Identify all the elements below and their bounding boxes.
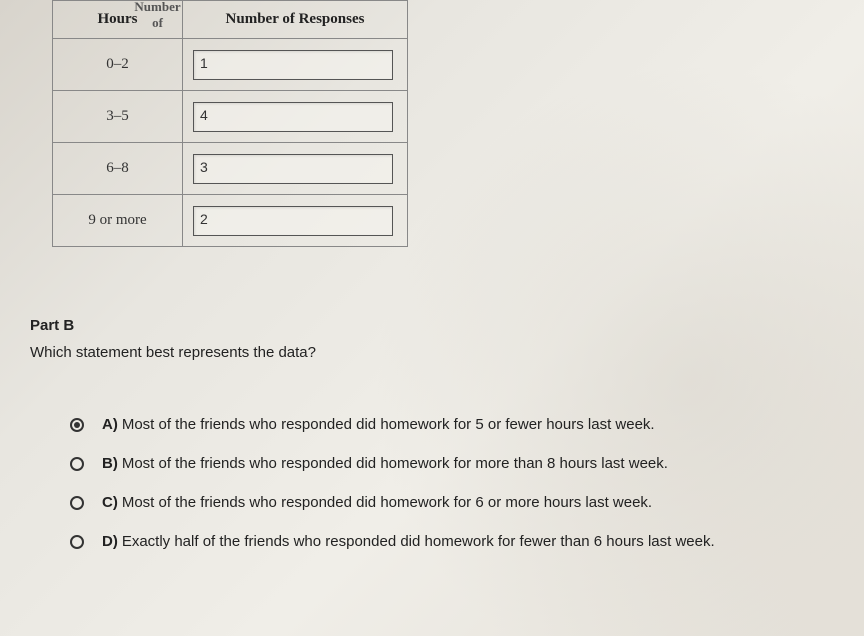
hours-cell: 3–5 xyxy=(53,91,183,143)
options-list: A) Most of the friends who responded did… xyxy=(70,416,834,550)
radio-button[interactable] xyxy=(70,496,84,510)
option-a[interactable]: A) Most of the friends who responded did… xyxy=(70,416,834,433)
option-letter: A) xyxy=(102,416,118,433)
radio-button[interactable] xyxy=(70,457,84,471)
response-cell: 1 xyxy=(183,39,408,91)
responses-column-header: Number of Responses xyxy=(183,1,408,39)
option-text: Most of the friends who responded did ho… xyxy=(122,455,668,472)
response-cell: 3 xyxy=(183,143,408,195)
option-text: Most of the friends who responded did ho… xyxy=(122,416,655,433)
table-row: 6–8 3 xyxy=(53,143,408,195)
hours-cell: 9 or more xyxy=(53,195,183,247)
option-letter: D) xyxy=(102,533,118,550)
hours-cell: 0–2 xyxy=(53,39,183,91)
response-input[interactable]: 1 xyxy=(193,50,393,80)
response-cell: 2 xyxy=(183,195,408,247)
part-b-section: Part B Which statement best represents t… xyxy=(30,317,834,550)
option-d[interactable]: D) Exactly half of the friends who respo… xyxy=(70,533,834,550)
response-input[interactable]: 2 xyxy=(193,206,393,236)
hours-responses-table: Number of Hours Number of Responses 0–2 … xyxy=(52,0,408,247)
header-partial-text: Number of xyxy=(133,0,182,31)
option-b[interactable]: B) Most of the friends who responded did… xyxy=(70,455,834,472)
response-input[interactable]: 3 xyxy=(193,154,393,184)
option-letter: B) xyxy=(102,455,118,472)
option-text: Exactly half of the friends who responde… xyxy=(122,533,715,550)
part-b-label: Part B xyxy=(30,317,834,334)
hours-column-header: Number of Hours xyxy=(53,1,183,39)
table-row: 0–2 1 xyxy=(53,39,408,91)
option-text: Most of the friends who responded did ho… xyxy=(122,494,652,511)
table-row: 9 or more 2 xyxy=(53,195,408,247)
option-c[interactable]: C) Most of the friends who responded did… xyxy=(70,494,834,511)
hours-cell: 6–8 xyxy=(53,143,183,195)
option-letter: C) xyxy=(102,494,118,511)
table-row: 3–5 4 xyxy=(53,91,408,143)
response-input[interactable]: 4 xyxy=(193,102,393,132)
radio-button[interactable] xyxy=(70,418,84,432)
response-cell: 4 xyxy=(183,91,408,143)
part-b-question: Which statement best represents the data… xyxy=(30,344,834,361)
radio-button[interactable] xyxy=(70,535,84,549)
